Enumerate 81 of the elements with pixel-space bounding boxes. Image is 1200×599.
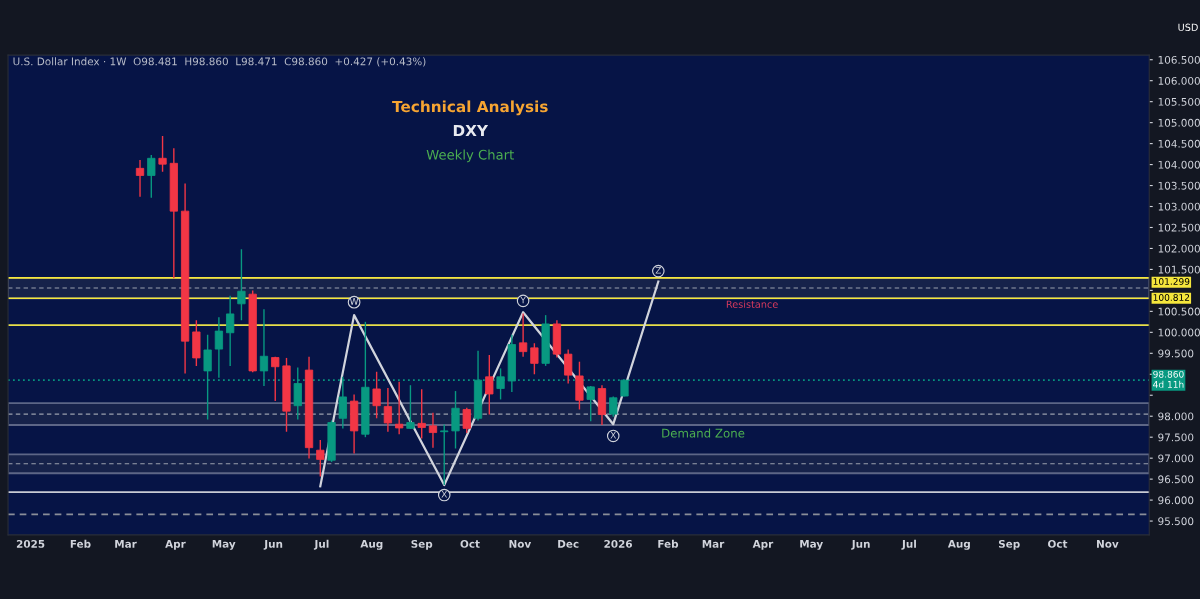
y-tick-label: 96.000 [1158,496,1194,505]
x-tick-label: Nov [1097,540,1119,548]
candlestick [485,354,494,416]
y-tick-label: 104.000 [1158,160,1200,169]
x-tick-label: May [800,540,823,550]
annotation: Demand Zone [662,428,745,438]
x-tick-label: Nov [509,540,532,548]
annotation: Z [655,267,661,274]
y-tick-label: 104.500 [1158,139,1200,148]
annotation: W [349,298,359,305]
candlestick [462,407,471,434]
x-tick-label: Jul [313,539,329,550]
ref-line-label: 101.299 [1153,278,1190,285]
y-tick-label: 101.500 [1158,265,1200,274]
x-tick-label: 2026 [604,539,633,548]
x-tick-label: 2025 [16,539,45,548]
text: USD [1178,23,1198,31]
candlestick [316,439,325,478]
x-tick-label: Jul [901,539,916,550]
line-series [319,280,660,488]
x-tick-label: May [212,540,236,550]
candlestick [564,348,573,385]
candlestick [271,355,280,402]
x-tick-label: Dec [558,540,579,548]
candlestick [237,248,246,321]
candlestick [135,159,145,198]
y-tick-label: 103.500 [1158,181,1200,190]
y-tick-label: 98.000 [1158,412,1194,421]
x-tick-label: Oct [460,539,480,548]
candlestick [417,388,426,440]
annotation: Weekly Chart [426,149,514,163]
annotation: Y [520,296,526,304]
candlestick [259,308,269,387]
x-tick-label: Sep [411,539,433,550]
y-tick-label: 105.500 [1158,97,1200,106]
x-tick-label: Mar [115,540,137,548]
y-tick-label: 106.000 [1158,76,1200,85]
x-tick-label: Aug [360,540,383,550]
x-tick-label: Mar [702,540,725,548]
candlestick [451,390,460,450]
text: Technical Analysis [392,100,548,116]
candlestick [226,295,235,367]
candlestick [406,384,415,430]
x-tick-label: Jun [263,540,283,550]
y-tick-label: 102.500 [1158,223,1200,232]
y-tick-label: 96.500 [1158,475,1194,484]
candlestick [586,385,595,422]
x-tick-label: Apr [752,540,774,550]
x-tick-label: Sep [998,539,1020,550]
candlestick [395,381,404,435]
candlestick [372,371,381,420]
candlestick [518,312,528,358]
x-tick-label: Jun [851,540,870,550]
y-tick-label: 100.500 [1158,307,1200,316]
candlestick [383,387,393,433]
x-tick-label: Aug [947,540,970,550]
ref-line-label: 98.860 4d 11h [1153,370,1184,388]
x-tick-label: Feb [658,539,679,548]
candlestick [147,154,156,199]
y-tick-label: 105.000 [1158,118,1200,127]
x-tick-label: Oct [1048,539,1068,548]
y-tick-label: 97.500 [1158,433,1194,442]
y-tick-label: 97.000 [1158,454,1194,463]
y-tick-label: 106.500 [1158,55,1200,64]
x-tick-label: Apr [165,540,186,550]
annotation: U.S. Dollar Index · 1W O98.481 H98.860 L98.471 C98.860 +0.427 (+0.43%) [13,57,426,67]
text: DXY [453,124,489,137]
y-tick-label: 103.000 [1158,202,1200,211]
candlestick [530,342,539,375]
y-tick-label: 99.500 [1158,349,1194,358]
x-tick-label: Feb [70,539,91,548]
annotation: X [610,431,617,439]
annotation: Resistance [726,300,778,308]
y-tick-label: 95.500 [1158,517,1194,526]
candlestick [440,423,449,486]
candlestick [158,135,167,173]
candlestick [428,412,438,449]
y-tick-label: 100.000 [1158,328,1200,337]
ref-line-label: 100.812 [1153,294,1190,301]
annotation: X [441,490,448,498]
y-tick-label: 102.000 [1158,244,1200,253]
